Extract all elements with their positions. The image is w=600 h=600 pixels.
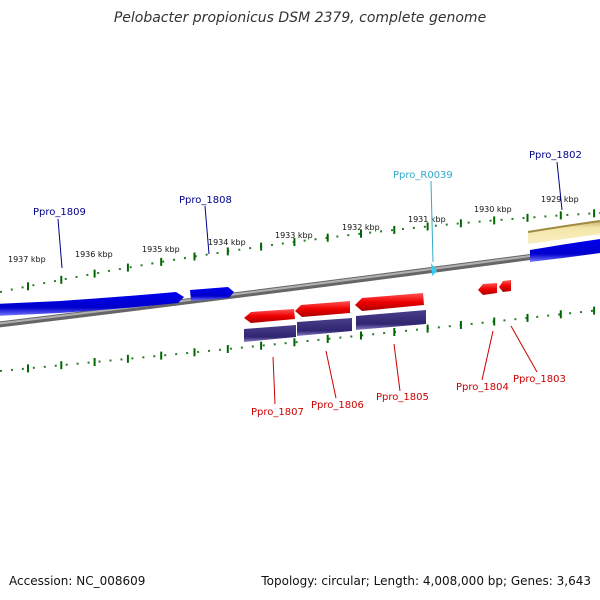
axis-label-1934: 1934 kbp xyxy=(208,238,246,247)
gene-ppro-1807[interactable] xyxy=(244,309,295,323)
gene-label-ppro-1802[interactable]: Ppro_1802 xyxy=(529,150,582,161)
reverse-band-ppro-1807 xyxy=(244,325,296,342)
leader-line-ppro-1804 xyxy=(481,330,494,381)
leader-line-ppro-1805 xyxy=(393,343,401,392)
gene-label-ppro-1803[interactable]: Ppro_1803 xyxy=(513,374,566,385)
leader-line-ppro-1807 xyxy=(272,356,276,405)
gene-ppro-1804[interactable] xyxy=(478,283,497,295)
genome-title: Pelobacter propionicus DSM 2379, complet… xyxy=(113,10,487,26)
leader-line-ppro-1806 xyxy=(325,350,337,399)
gene-ppro-1803[interactable] xyxy=(499,280,511,292)
axis-label-1930: 1930 kbp xyxy=(474,205,512,214)
gene-label-ppro-1806[interactable]: Ppro_1806 xyxy=(311,400,364,411)
axis-label-1937: 1937 kbp xyxy=(8,255,46,264)
gene-ppro-1802[interactable] xyxy=(530,239,600,262)
axis-label-1929: 1929 kbp xyxy=(541,195,579,204)
gene-label-ppro-1808[interactable]: Ppro_1808 xyxy=(179,195,232,206)
axis-label-1933: 1933 kbp xyxy=(275,231,313,240)
gene-label-ppro-1809[interactable]: Ppro_1809 xyxy=(33,207,86,218)
gene-label-ppro-1804[interactable]: Ppro_1804 xyxy=(456,382,509,393)
leader-line-ppro-1803 xyxy=(510,325,538,373)
accession-text: Accession: NC_008609 xyxy=(9,574,146,588)
axis-label-1935: 1935 kbp xyxy=(142,245,180,254)
gene-feature-sand[interactable] xyxy=(528,221,600,244)
reverse-scale-track xyxy=(0,309,600,372)
axis-label-1936: 1936 kbp xyxy=(75,250,113,259)
topology-text: Topology: circular; Length: 4,008,000 bp… xyxy=(261,574,591,588)
major-ticks xyxy=(27,209,596,373)
leader-line-ppro-1808 xyxy=(204,205,210,255)
reverse-band-ppro-1805 xyxy=(356,310,426,330)
genome-backbone xyxy=(0,245,600,325)
gene-ppro-1805[interactable] xyxy=(355,293,424,311)
gene-ppro-1806[interactable] xyxy=(295,301,350,317)
gene-label-ppro-1805[interactable]: Ppro_1805 xyxy=(376,392,429,403)
axis-label-1931: 1931 kbp xyxy=(408,215,446,224)
leader-line-ppro-1809 xyxy=(57,218,63,269)
gene-label-ppro-1807[interactable]: Ppro_1807 xyxy=(251,407,304,418)
gene-label-ppro-r0039[interactable]: Ppro_R0039 xyxy=(393,170,453,181)
axis-label-1932: 1932 kbp xyxy=(342,223,380,232)
reverse-band-ppro-1806 xyxy=(297,318,352,336)
axis-labels: 1937 kbp 1936 kbp 1935 kbp 1934 kbp 1933… xyxy=(8,195,579,264)
rna-ppro-r0039[interactable] xyxy=(431,263,437,276)
leader-line-ppro-1802 xyxy=(556,161,563,211)
leader-line-ppro-r0039 xyxy=(430,180,434,263)
gene-ppro-1809[interactable] xyxy=(0,292,184,316)
gene-feature-sand-edge xyxy=(527,220,600,233)
gene-ppro-1808[interactable] xyxy=(190,287,234,301)
